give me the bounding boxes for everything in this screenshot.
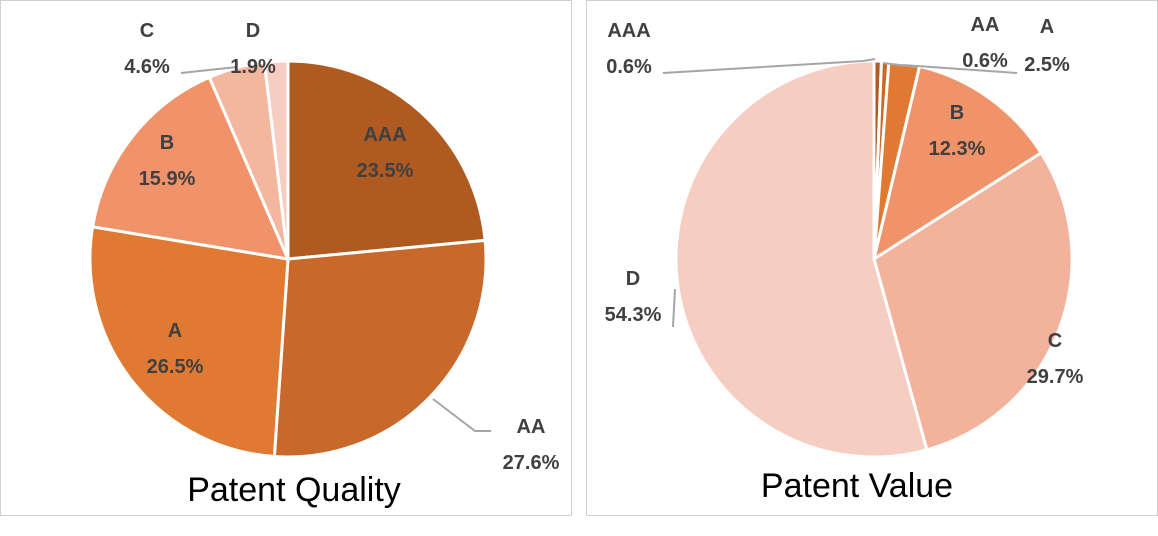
slice-label-aaa-category: AAA — [607, 20, 650, 42]
slice-label-b-value: 12.3% — [929, 138, 986, 160]
slice-label-a-value: 26.5% — [147, 356, 204, 378]
slice-label-aa-category: AA — [517, 416, 546, 438]
leader-line-aa — [432, 398, 491, 432]
slice-label-a-value: 2.5% — [1024, 54, 1070, 76]
patent-value-panel: AAA 0.6% AA 0.6% A 2.5% B 12.3% C 29.7% … — [586, 0, 1158, 516]
patent-quality-leader-lines — [180, 66, 491, 432]
pie-slice-d — [674, 59, 929, 459]
leader-line-d — [672, 288, 676, 328]
slice-label-d-value: 1.9% — [230, 56, 276, 78]
chart-title: Patent Quality — [187, 471, 401, 509]
slice-label-aaa-value: 0.6% — [606, 56, 652, 78]
pie-slice-b — [91, 75, 290, 261]
pie-slice-aaa — [286, 59, 487, 261]
patent-quality-data-labels: AAA 23.5% AA 27.6% A 26.5% B 15.9% C 4.6… — [124, 20, 559, 474]
pie-slice-d — [262, 59, 290, 261]
patent-quality-pie-chart: AAA 23.5% AA 27.6% A 26.5% B 15.9% C 4.6… — [88, 20, 560, 509]
patent-value-data-labels: AAA 0.6% AA 0.6% A 2.5% B 12.3% C 29.7% … — [605, 14, 1084, 388]
chart-title: Patent Value — [761, 467, 953, 505]
pie-slice-a — [88, 225, 290, 459]
pie-slice-aa — [272, 238, 488, 459]
slice-label-c-value: 4.6% — [124, 56, 170, 78]
slice-label-c-category: C — [1048, 330, 1062, 352]
leader-line-a — [902, 64, 1018, 74]
slice-label-aaa-value: 23.5% — [357, 160, 414, 182]
slice-label-b-value: 15.9% — [139, 168, 196, 190]
slice-label-c-category: C — [140, 20, 154, 42]
slice-label-aa-value: 0.6% — [962, 50, 1008, 72]
patent-quality-panel: AAA 23.5% AA 27.6% A 26.5% B 15.9% C 4.6… — [0, 0, 572, 516]
slice-label-c-value: 29.7% — [1027, 366, 1084, 388]
patent-value-pie-chart: AAA 0.6% AA 0.6% A 2.5% B 12.3% C 29.7% … — [605, 14, 1084, 505]
slice-label-d-category: D — [626, 268, 640, 290]
patent-value-slices — [674, 59, 1074, 459]
leader-line-aaa — [662, 58, 876, 74]
leader-line-c — [180, 66, 238, 74]
patent-value-leader-lines — [662, 58, 1018, 328]
pie-slice-c — [872, 151, 1074, 452]
slice-label-a-category: A — [1040, 16, 1054, 38]
patent-quality-slices — [88, 59, 488, 459]
slice-label-d-value: 54.3% — [605, 304, 662, 326]
slice-label-aa-category: AA — [971, 14, 1000, 36]
slice-label-a-category: A — [168, 320, 182, 342]
pie-slice-b — [872, 64, 1043, 261]
slice-label-d-category: D — [246, 20, 260, 42]
slice-label-aaa-category: AAA — [363, 124, 406, 146]
slice-label-b-category: B — [950, 102, 964, 124]
slice-label-b-category: B — [160, 132, 174, 154]
slice-label-aa-value: 27.6% — [503, 452, 560, 474]
